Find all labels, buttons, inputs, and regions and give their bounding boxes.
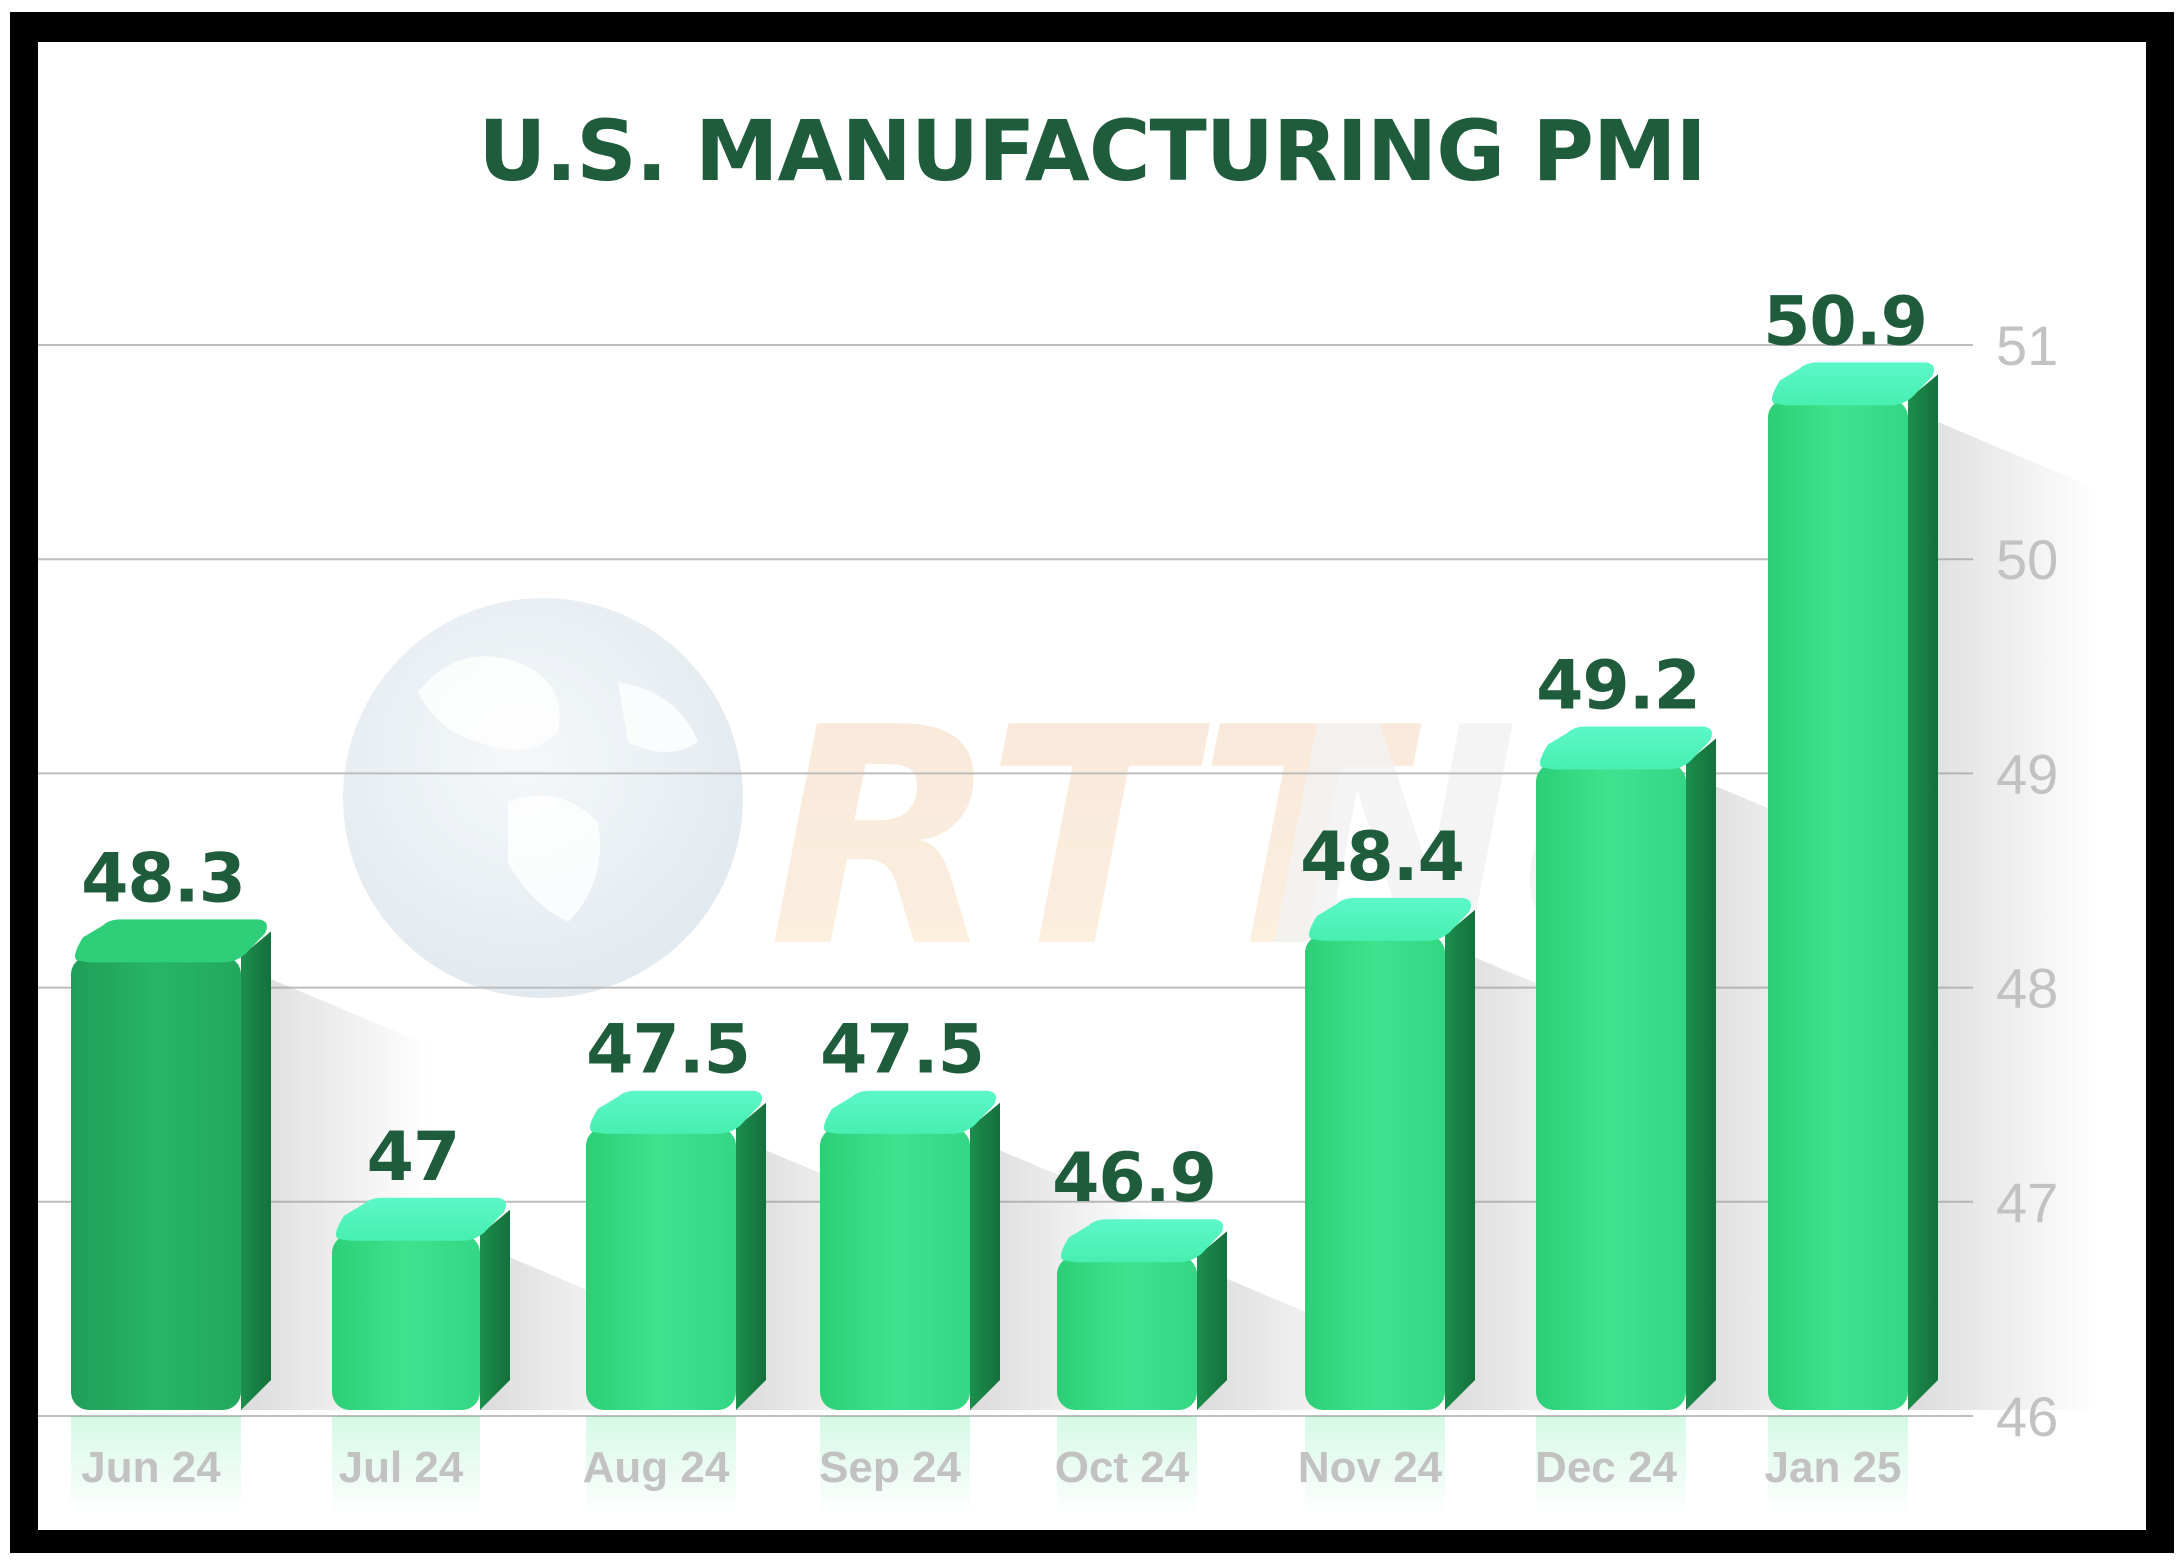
- y-tick-label: 51: [1996, 314, 2058, 377]
- bar-side-face: [970, 1102, 1000, 1410]
- bar-front-face: [332, 1234, 480, 1410]
- bar-side-face: [241, 931, 271, 1410]
- bar-reflection: [586, 1416, 736, 1516]
- data-label: 49.2: [1536, 647, 1700, 726]
- y-tick-label: 50: [1996, 528, 2058, 591]
- bar-reflection: [1768, 1416, 1908, 1516]
- bar-side-face: [1197, 1231, 1227, 1410]
- bar-side-face: [1908, 374, 1938, 1410]
- bar-top-face: [590, 1090, 762, 1134]
- bar-reflection: [1057, 1416, 1197, 1516]
- bar: [1305, 897, 1475, 1410]
- y-tick-label: 47: [1996, 1171, 2058, 1234]
- bar-reflection: [1536, 1416, 1686, 1516]
- bar-reflection: [332, 1416, 480, 1516]
- bar: [332, 1197, 510, 1410]
- x-tick-label: Jun 24: [81, 1443, 221, 1492]
- x-tick-label: Sep 24: [819, 1443, 961, 1492]
- bar: [1536, 726, 1716, 1410]
- bar: [820, 1090, 1000, 1410]
- bar-top-face: [1772, 362, 1934, 406]
- bar: [1768, 362, 1938, 1410]
- bar-side-face: [1686, 738, 1716, 1410]
- data-label: 50.9: [1763, 282, 1927, 361]
- x-tick-label: Jan 25: [1765, 1443, 1902, 1492]
- x-tick-label: Nov 24: [1298, 1443, 1443, 1492]
- bar-front-face: [1536, 763, 1686, 1410]
- bar-side-face: [480, 1209, 510, 1410]
- bar-front-face: [820, 1127, 970, 1410]
- data-label: 46.9: [1052, 1139, 1216, 1218]
- bar-top-face: [824, 1090, 996, 1134]
- bar: [71, 919, 271, 1410]
- bar-top-face: [336, 1197, 506, 1241]
- chart-svg: RTT Ne 48.3 47 47.5 47.5 46.9 48.4 49.2 50.9 46…: [38, 282, 2098, 1516]
- x-tick-label: Jul 24: [339, 1443, 464, 1492]
- chart-title: U.S. MANUFACTURING PMI: [478, 102, 1707, 200]
- data-label: 48.3: [81, 839, 245, 918]
- bar-front-face: [586, 1127, 736, 1410]
- bar: [586, 1090, 766, 1410]
- bar-top-face: [75, 919, 267, 963]
- y-tick-label: 46: [1996, 1385, 2058, 1448]
- data-label: 47: [367, 1118, 460, 1197]
- bar-top-face: [1061, 1219, 1223, 1263]
- bar-front-face: [1768, 399, 1908, 1410]
- bar: [1057, 1219, 1227, 1410]
- bar-reflection: [820, 1416, 970, 1516]
- bar-side-face: [736, 1102, 766, 1410]
- bar-front-face: [1305, 934, 1445, 1410]
- x-tick-label: Dec 24: [1535, 1443, 1677, 1492]
- chart-frame: RTT Ne 48.3 47 47.5 47.5 46.9 48.4 49.2 50.9 46…: [10, 12, 2174, 1553]
- chart-panel: RTT Ne 48.3 47 47.5 47.5 46.9 48.4 49.2 50.9 46…: [38, 42, 2146, 1530]
- data-label: 48.4: [1300, 818, 1464, 897]
- bar-shadow: [1908, 409, 2098, 1410]
- x-tick-label: Oct 24: [1055, 1443, 1190, 1492]
- y-tick-label: 48: [1996, 957, 2058, 1020]
- bar-reflection: [1305, 1416, 1445, 1516]
- bar-front-face: [1057, 1256, 1197, 1410]
- data-label: 47.5: [586, 1011, 750, 1090]
- bar-front-face: [71, 956, 241, 1410]
- data-label: 47.5: [820, 1011, 984, 1090]
- bar-top-face: [1309, 897, 1471, 941]
- bar-top-face: [1540, 726, 1712, 770]
- y-tick-label: 49: [1996, 742, 2058, 805]
- bar-side-face: [1445, 909, 1475, 1410]
- bar-reflection: [71, 1416, 241, 1516]
- x-tick-label: Aug 24: [583, 1443, 730, 1492]
- watermark-logo: RTT Ne: [343, 598, 1723, 1013]
